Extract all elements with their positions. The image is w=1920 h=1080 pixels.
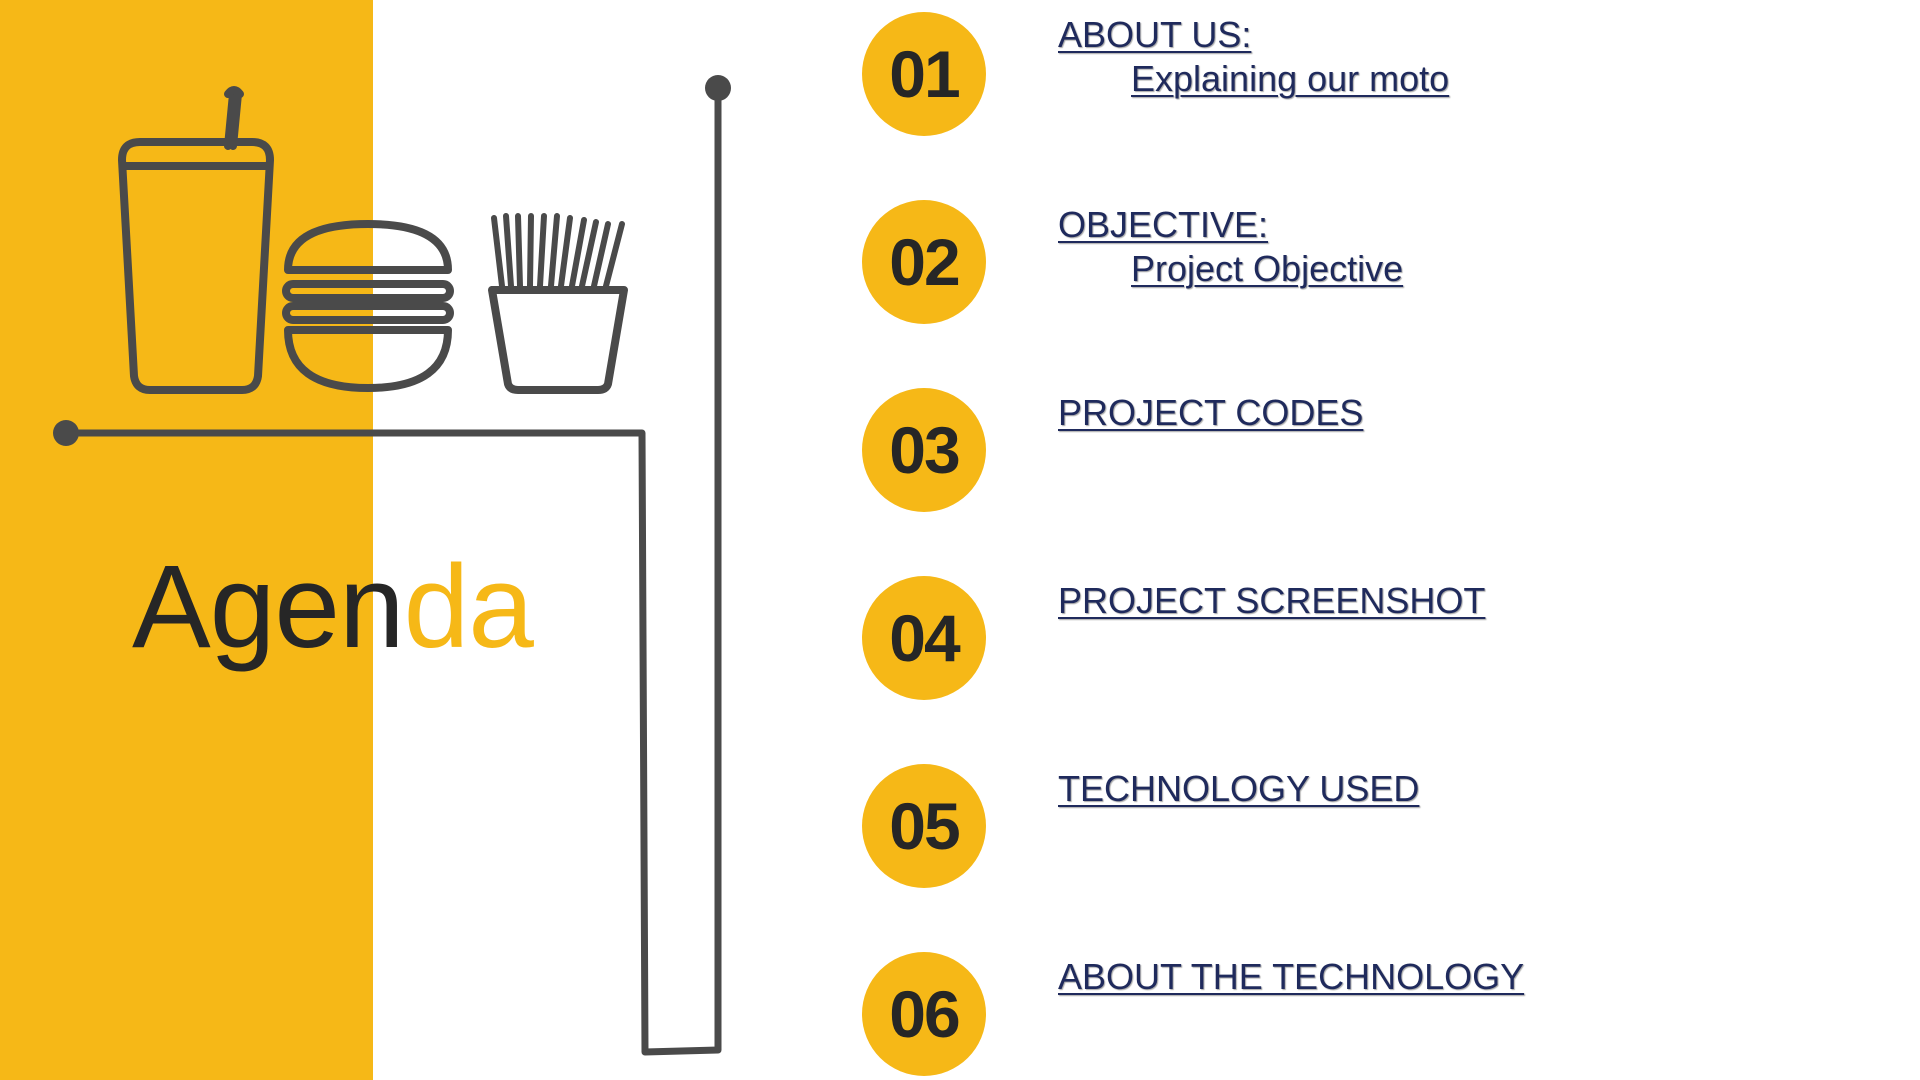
number-badge: 02	[862, 200, 986, 324]
agenda-item-03: 03 PROJECT CODES	[0, 386, 1920, 546]
number-badge: 04	[862, 576, 986, 700]
number-badge: 03	[862, 388, 986, 512]
agenda-link-project-codes[interactable]: PROJECT CODES	[1058, 392, 1364, 433]
agenda-item-05: 05 TECHNOLOGY USED	[0, 762, 1920, 922]
number-badge: 06	[862, 952, 986, 1076]
agenda-item-02: 02 OBJECTIVE: Project Objective	[0, 198, 1920, 358]
agenda-sublink-about-us[interactable]: Explaining our moto	[1131, 58, 1450, 99]
agenda-sublink-objective[interactable]: Project Objective	[1131, 248, 1404, 289]
title-part-accent: da	[403, 541, 534, 673]
number-badge: 05	[862, 764, 986, 888]
agenda-link-objective[interactable]: OBJECTIVE:	[1058, 204, 1269, 245]
page-title: Agenda	[132, 548, 534, 666]
agenda-link-technology-used[interactable]: TECHNOLOGY USED	[1058, 768, 1420, 809]
number-badge: 01	[862, 12, 986, 136]
agenda-link-project-screenshot[interactable]: PROJECT SCREENSHOT	[1058, 580, 1486, 621]
agenda-item-01: 01 ABOUT US: Explaining our moto	[0, 12, 1920, 172]
agenda-item-06: 06 ABOUT THE TECHNOLOGY	[0, 950, 1920, 1080]
title-part-dark: Agen	[132, 541, 405, 673]
agenda-link-about-us[interactable]: ABOUT US:	[1058, 14, 1252, 55]
agenda-item-04: 04 PROJECT SCREENSHOT	[0, 574, 1920, 734]
agenda-link-about-the-technology[interactable]: ABOUT THE TECHNOLOGY	[1058, 956, 1525, 997]
